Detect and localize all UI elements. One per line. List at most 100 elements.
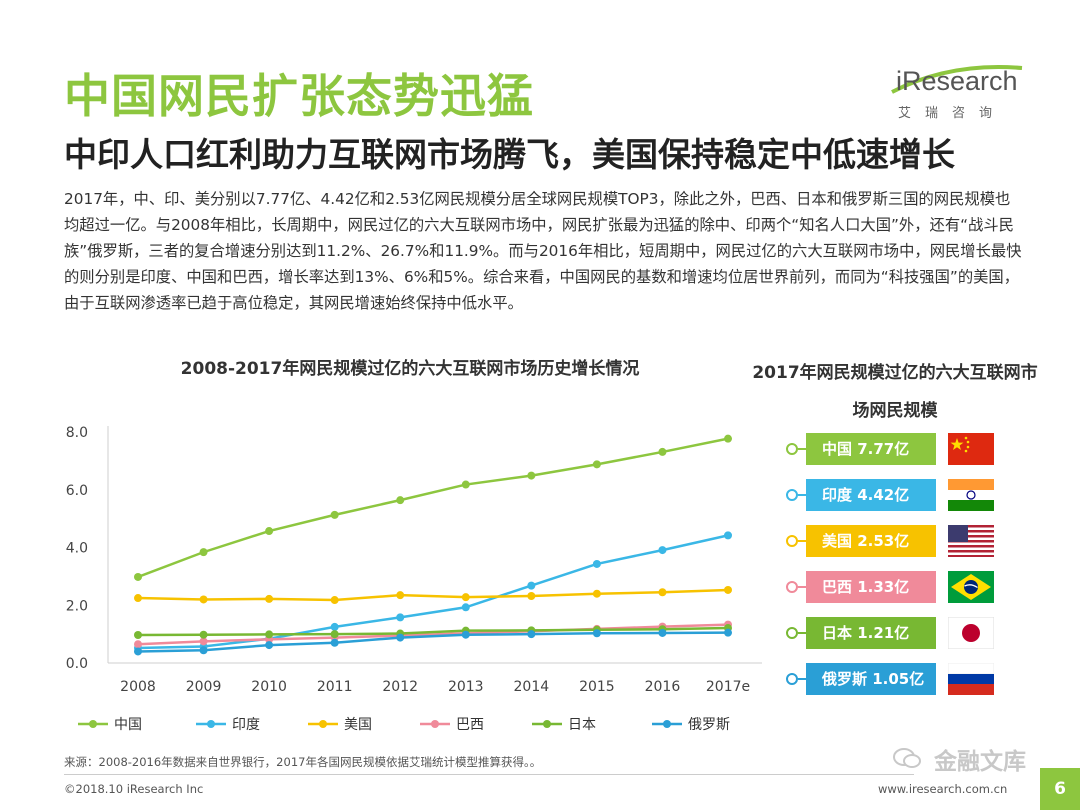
ring-marker-icon <box>786 627 798 639</box>
data-point <box>724 585 732 594</box>
data-point <box>527 471 536 480</box>
series-line <box>137 588 729 602</box>
data-point <box>199 595 208 604</box>
legend-label: 日本 <box>568 717 596 733</box>
china-flag-icon <box>948 433 994 465</box>
data-point <box>199 548 208 557</box>
data-point <box>461 603 470 612</box>
data-point <box>396 591 405 600</box>
series-line <box>137 623 729 646</box>
data-point <box>724 531 732 540</box>
india-flag-icon <box>948 479 994 511</box>
data-point <box>658 447 667 456</box>
data-point <box>592 629 601 638</box>
logo-subtitle: 艾瑞咨询 <box>898 106 1007 121</box>
brazil-flag-icon <box>948 571 994 603</box>
legend-label: 巴西 <box>456 717 484 733</box>
data-point <box>265 527 274 536</box>
watermark-text: 金融文库 <box>934 749 1026 775</box>
y-tick-label: 6.0 <box>66 483 88 499</box>
x-tick-label: 2010 <box>251 679 287 695</box>
ring-marker-icon <box>786 581 798 593</box>
ranking-item: 巴西 1.33亿 <box>786 568 996 614</box>
data-point <box>134 594 142 603</box>
data-point <box>199 630 208 639</box>
y-tick-label: 4.0 <box>66 541 88 557</box>
logo-wordmark: iResearch <box>896 66 1018 96</box>
data-point <box>658 588 667 597</box>
japan-flag-icon <box>948 617 994 649</box>
y-tick-label: 2.0 <box>66 598 88 614</box>
data-point <box>199 637 208 646</box>
data-point <box>330 596 339 605</box>
x-tick-label: 2013 <box>448 679 484 695</box>
page-title: 中国网民扩张态势迅猛 <box>64 69 534 123</box>
data-point <box>134 647 142 656</box>
legend-marker <box>663 720 671 728</box>
connector-line <box>798 540 806 542</box>
series-line <box>137 626 729 637</box>
watermark: 金融文库 <box>898 742 1026 776</box>
ranking-label: 俄罗斯 1.05亿 <box>806 663 936 695</box>
connector-line <box>798 678 806 680</box>
x-tick-label: 2008 <box>120 679 156 695</box>
connector-line <box>798 494 806 496</box>
iresearch-logo: iResearch 艾瑞咨询 <box>890 62 1030 124</box>
x-tick-label: 2017e <box>706 679 750 695</box>
legend-marker <box>543 720 551 728</box>
wechat-icon <box>893 748 921 768</box>
data-point <box>330 630 339 639</box>
data-point <box>330 622 339 631</box>
line-chart: 0.0 2.0 4.0 6.0 8.0 2008 2009 2010 2011 2012 2013 2… <box>66 425 762 733</box>
ranking-label: 印度 4.42亿 <box>806 479 936 511</box>
x-tick-label: 2009 <box>186 679 222 695</box>
legend-marker <box>319 720 327 728</box>
summary-paragraph: 2017年，中、印、美分别以7.77亿、4.42亿和2.53亿网民规模分居全球网… <box>64 190 1022 312</box>
data-point <box>134 640 142 649</box>
x-tick-label: 2014 <box>514 679 550 695</box>
y-tick-label: 8.0 <box>66 425 88 441</box>
ranking-item: 日本 1.21亿 <box>786 614 996 660</box>
series-line <box>137 437 729 579</box>
russia-flag-icon <box>948 663 994 695</box>
data-point <box>658 628 667 637</box>
data-point <box>396 613 405 622</box>
series-line <box>137 631 729 653</box>
data-point <box>724 434 732 443</box>
data-point <box>265 594 274 603</box>
y-tick-label: 0.0 <box>66 656 88 672</box>
chart-title: 2008-2017年网民规模过亿的六大互联网市场历史增长情况 <box>180 359 640 379</box>
source-note: 来源：2008-2016年数据来自世界银行，2017年各国网民规模依据艾瑞统计模… <box>64 755 542 769</box>
x-tick-label: 2016 <box>645 679 681 695</box>
ranking-label: 巴西 1.33亿 <box>806 571 936 603</box>
page-number: 6 <box>1040 768 1080 810</box>
legend-marker <box>431 720 439 728</box>
data-point <box>461 480 470 489</box>
legend-label: 中国 <box>114 717 142 733</box>
data-point <box>396 496 405 505</box>
ranking-label: 美国 2.53亿 <box>806 525 936 557</box>
data-point <box>658 546 667 555</box>
data-point <box>134 630 142 639</box>
connector-line <box>798 632 806 634</box>
connector-line <box>798 586 806 588</box>
ring-marker-icon <box>786 535 798 547</box>
data-point <box>592 589 601 598</box>
ranking-title: 2017年网民规模过亿的六大互联网市场网民规模 <box>752 363 1038 421</box>
ranking-item: 中国 7.77亿 <box>786 430 996 476</box>
ranking-item: 印度 4.42亿 <box>786 476 996 522</box>
ring-marker-icon <box>786 489 798 501</box>
data-point <box>265 641 274 650</box>
website-url[interactable]: www.iresearch.com.cn <box>878 782 1008 796</box>
data-point <box>461 593 470 602</box>
legend-label: 美国 <box>344 717 372 733</box>
connector-line <box>798 448 806 450</box>
data-point <box>330 638 339 647</box>
ranking-label: 中国 7.77亿 <box>806 433 936 465</box>
footer-divider <box>64 774 914 775</box>
usa-flag-icon <box>948 525 994 557</box>
x-tick-label: 2015 <box>579 679 615 695</box>
data-point <box>527 581 536 590</box>
ranking-item: 俄罗斯 1.05亿 <box>786 660 996 706</box>
copyright: ©2018.10 iResearch Inc <box>64 782 204 796</box>
